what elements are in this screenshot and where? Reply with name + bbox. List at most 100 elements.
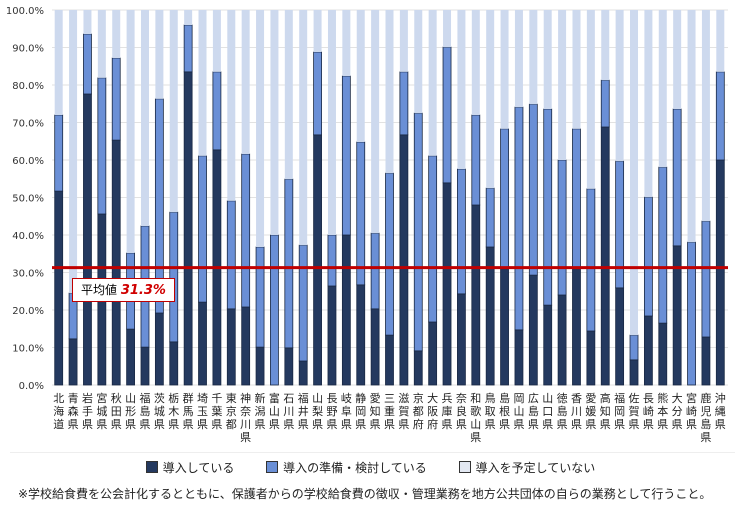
legend-item-introduced: 導入している xyxy=(145,459,235,476)
x-tick-label: 野 xyxy=(326,405,337,418)
x-tick-label: 東 xyxy=(226,392,237,405)
x-tick-label: 鳥 xyxy=(485,391,496,405)
x-tick-label: 県 xyxy=(370,418,381,431)
divider xyxy=(10,452,735,453)
bar-segment-introduced xyxy=(284,347,294,386)
bar-segment-preparing xyxy=(97,77,107,215)
y-tick-label: 70.0% xyxy=(12,119,44,130)
bar-segment-not-planned xyxy=(630,10,639,336)
bar-segment-introduced xyxy=(298,360,308,386)
x-tick-label: 阪 xyxy=(427,404,438,418)
x-tick-label: 愛 xyxy=(585,392,596,405)
bar-segment-introduced xyxy=(514,329,524,386)
bar-segment-preparing xyxy=(687,241,696,386)
bar-segment-not-planned xyxy=(658,10,667,168)
bar-segment-preparing xyxy=(715,71,725,161)
bar-segment-not-planned xyxy=(69,10,78,294)
bar-segment-preparing xyxy=(83,33,92,95)
x-tick-label: 手 xyxy=(82,404,93,418)
bar-segment-introduced xyxy=(198,301,207,386)
legend-swatch xyxy=(266,461,279,473)
x-tick-label: 県 xyxy=(557,418,568,431)
bar-segment-introduced xyxy=(183,71,193,386)
bar-segment-preparing xyxy=(255,246,265,348)
bar-segment-preparing xyxy=(183,24,193,73)
x-tick-label: 県 xyxy=(542,418,553,431)
x-tick-label: 和 xyxy=(470,392,481,405)
x-tick-label: 秋 xyxy=(111,391,122,405)
bar-segment-preparing xyxy=(442,46,452,184)
bar-segment-preparing xyxy=(241,153,251,308)
bar-segment-not-planned xyxy=(471,10,480,115)
bar-segment-not-planned xyxy=(140,10,149,226)
x-tick-label: 新 xyxy=(255,391,266,405)
x-tick-label: 山 xyxy=(269,405,280,418)
bar-segment-preparing xyxy=(226,200,236,310)
bar-segment-not-planned xyxy=(212,10,221,72)
x-tick-label: 県 xyxy=(269,418,280,431)
bar-segment-not-planned xyxy=(155,10,164,99)
x-tick-label: 長 xyxy=(643,392,654,405)
x-tick-label: 岡 xyxy=(513,392,524,405)
x-tick-label: 県 xyxy=(125,418,136,431)
x-tick-label: 富 xyxy=(269,391,280,405)
y-tick-label: 80.0% xyxy=(12,81,44,92)
x-tick-label: 児 xyxy=(700,405,711,418)
bar-segment-not-planned xyxy=(270,10,279,235)
bar-segment-introduced xyxy=(313,134,322,386)
x-tick-label: 島 xyxy=(700,417,711,431)
x-tick-label: 木 xyxy=(168,405,179,418)
bar-segment-preparing xyxy=(658,166,668,324)
bar-segment-not-planned xyxy=(169,10,178,213)
legend-label: 導入の準備・検討している xyxy=(283,461,427,475)
x-tick-label: 京 xyxy=(226,404,237,418)
x-tick-label: 三 xyxy=(384,392,395,405)
average-label: 平均値 xyxy=(81,283,118,297)
x-tick-label: 福 xyxy=(298,391,309,405)
x-tick-label: 島 xyxy=(139,404,150,418)
bar-segment-introduced xyxy=(341,234,351,386)
bar-segment-introduced xyxy=(154,312,164,386)
x-tick-label: 県 xyxy=(499,418,510,431)
x-tick-label: 潟 xyxy=(255,405,266,418)
x-tick-label: 千 xyxy=(211,392,222,405)
x-tick-label: 県 xyxy=(312,418,323,431)
bar-segment-not-planned xyxy=(716,10,725,72)
x-tick-label: 県 xyxy=(240,431,251,444)
x-tick-label: 広 xyxy=(528,392,539,405)
bar-segment-preparing xyxy=(212,71,222,151)
stacked-bar-chart: 0.0% 10.0% 20.0% 30.0% 40.0% 50.0% 60.0% 70.0% 8… xyxy=(6,6,728,444)
y-tick-label: 90.0% xyxy=(12,44,44,55)
bar-segment-not-planned xyxy=(428,10,437,156)
bar-segment-introduced xyxy=(715,159,725,386)
x-tick-label: 埼 xyxy=(197,391,208,405)
bar-segment-introduced xyxy=(428,321,438,386)
bar-segment-not-planned xyxy=(241,10,250,154)
bar-segment-preparing xyxy=(370,232,380,310)
x-tick-label: 長 xyxy=(326,392,337,405)
bar-segment-preparing xyxy=(672,108,682,247)
bar-segment-not-planned xyxy=(112,10,121,58)
x-tick-label: 県 xyxy=(585,418,596,431)
x-tick-label: 宮 xyxy=(96,391,107,405)
x-tick-label: 徳 xyxy=(557,392,568,405)
bar-segment-not-planned xyxy=(327,10,336,235)
x-tick-label: 海 xyxy=(53,404,64,418)
bar-segment-introduced xyxy=(442,182,452,386)
x-tick-label: 香 xyxy=(571,392,582,405)
bar-segment-not-planned xyxy=(356,10,365,142)
bar-segment-not-planned xyxy=(97,10,106,78)
x-tick-label: 県 xyxy=(672,418,683,431)
bar-segment-preparing xyxy=(701,220,711,338)
bar-segment-preparing xyxy=(629,334,639,361)
average-label-box: 平均値 31.3% xyxy=(72,278,175,302)
bar-segment-not-planned xyxy=(198,10,207,156)
bar-segment-not-planned xyxy=(342,10,351,76)
legend-label: 導入している xyxy=(162,461,235,475)
legend: 導入している 導入の準備・検討している 導入を予定していない xyxy=(0,459,741,476)
x-tick-label: 静 xyxy=(355,391,366,405)
bar-segment-preparing xyxy=(313,51,322,136)
bar-segment-not-planned xyxy=(399,10,408,72)
x-tick-label: 県 xyxy=(183,418,194,431)
y-tick-label: 50.0% xyxy=(12,194,44,205)
